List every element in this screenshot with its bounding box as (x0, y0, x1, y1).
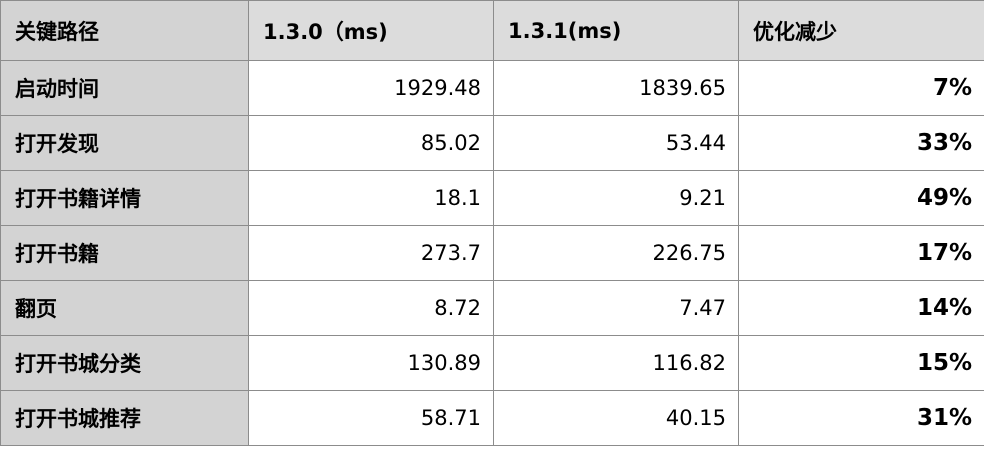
reduction-percent: 49% (738, 170, 984, 226)
reduction-percent: 31% (738, 390, 984, 446)
key-path-cell: 打开发现 (0, 115, 249, 171)
key-path-cell: 打开书城推荐 (0, 390, 249, 446)
table-row: 打开书籍 273.7 226.75 17% (0, 225, 984, 281)
version-131-value: 116.82 (493, 335, 739, 391)
version-131-value: 9.21 (493, 170, 739, 226)
version-130-value: 18.1 (248, 170, 494, 226)
key-path-cell: 翻页 (0, 280, 249, 336)
version-131-value: 7.47 (493, 280, 739, 336)
version-130-value: 1929.48 (248, 60, 494, 116)
key-path-cell: 打开书城分类 (0, 335, 249, 391)
header-key-path: 关键路径 (0, 0, 249, 61)
version-131-value: 226.75 (493, 225, 739, 281)
version-130-value: 58.71 (248, 390, 494, 446)
reduction-percent: 33% (738, 115, 984, 171)
key-path-cell: 打开书籍详情 (0, 170, 249, 226)
reduction-percent: 7% (738, 60, 984, 116)
table-row: 打开书籍详情 18.1 9.21 49% (0, 170, 984, 226)
version-131-value: 1839.65 (493, 60, 739, 116)
version-131-value: 40.15 (493, 390, 739, 446)
reduction-percent: 14% (738, 280, 984, 336)
key-path-cell: 打开书籍 (0, 225, 249, 281)
header-reduction: 优化减少 (738, 0, 984, 61)
table-row: 翻页 8.72 7.47 14% (0, 280, 984, 336)
table-row: 启动时间 1929.48 1839.65 7% (0, 60, 984, 116)
header-version-130: 1.3.0（ms) (248, 0, 494, 61)
version-130-value: 8.72 (248, 280, 494, 336)
key-path-cell: 启动时间 (0, 60, 249, 116)
reduction-percent: 15% (738, 335, 984, 391)
table-row: 打开书城推荐 58.71 40.15 31% (0, 390, 984, 446)
version-130-value: 273.7 (248, 225, 494, 281)
header-version-131: 1.3.1(ms) (493, 0, 739, 61)
version-131-value: 53.44 (493, 115, 739, 171)
table-row: 打开发现 85.02 53.44 33% (0, 115, 984, 171)
header-row: 关键路径 1.3.0（ms) 1.3.1(ms) 优化减少 (0, 0, 984, 61)
version-130-value: 85.02 (248, 115, 494, 171)
reduction-percent: 17% (738, 225, 984, 281)
version-130-value: 130.89 (248, 335, 494, 391)
table-row: 打开书城分类 130.89 116.82 15% (0, 335, 984, 391)
